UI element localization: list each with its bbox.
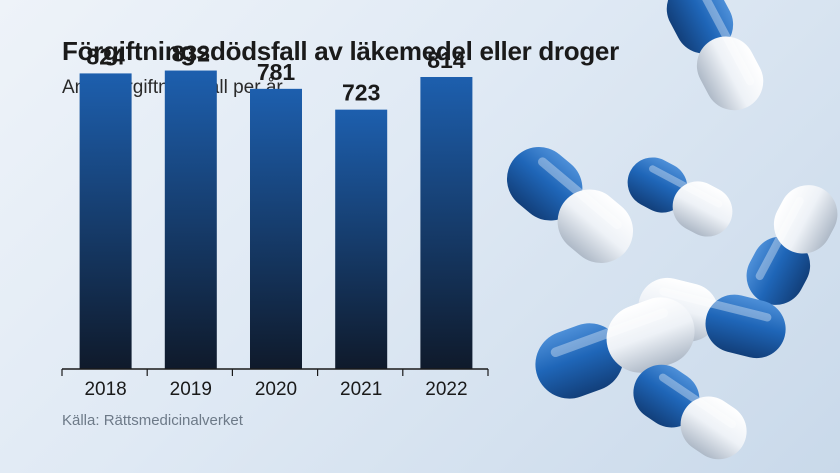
data-label-2021: 723 bbox=[342, 80, 380, 106]
source-note: Källa: Rättsmedicinalverket bbox=[62, 412, 243, 429]
x-tick-label-2018: 2018 bbox=[84, 379, 126, 400]
x-tick-label-2020: 2020 bbox=[255, 379, 297, 400]
capsule-pill-3 bbox=[627, 157, 733, 237]
data-label-2019: 832 bbox=[172, 41, 210, 67]
x-tick-label-2022: 2022 bbox=[425, 379, 467, 400]
x-tick-label-2021: 2021 bbox=[340, 379, 382, 400]
chart-title: Förgiftningsdödsfall av läkemedel eller … bbox=[62, 36, 619, 66]
data-label-2022: 814 bbox=[427, 47, 466, 73]
capsule-pill-2 bbox=[506, 146, 634, 264]
bar-2019 bbox=[164, 70, 217, 370]
capsule-pill-4 bbox=[746, 185, 838, 305]
capsule-pill-6 bbox=[535, 297, 695, 399]
bar-2022 bbox=[420, 76, 473, 369]
data-label-2018: 824 bbox=[86, 43, 125, 69]
bar-2021 bbox=[335, 109, 388, 369]
x-tick-label-2019: 2019 bbox=[170, 379, 212, 400]
bar-2018 bbox=[79, 73, 132, 370]
capsule-pill-7 bbox=[633, 364, 747, 460]
data-label-2020: 781 bbox=[257, 59, 296, 85]
bar-2020 bbox=[250, 88, 302, 369]
capsule-pill-1 bbox=[666, 0, 764, 111]
